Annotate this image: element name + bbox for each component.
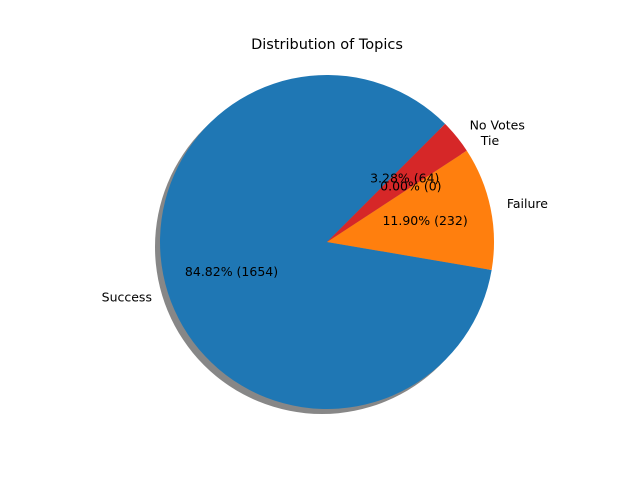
slice-percent-failure: 11.90% (232) bbox=[382, 213, 467, 228]
chart-title: Distribution of Topics bbox=[251, 37, 403, 53]
slice-label-success: Success bbox=[102, 289, 152, 304]
slice-percent-success: 84.82% (1654) bbox=[185, 264, 278, 279]
slice-label-tie: Tie bbox=[480, 133, 500, 148]
pie-label-layer: Success 84.82% (1654) Failure 11.90% (232) T… bbox=[102, 118, 549, 305]
slice-percent-no-votes: 3.28% (64) bbox=[370, 170, 439, 185]
slice-percent-tie: 0.00% (0) bbox=[380, 179, 441, 194]
pie-slice-failure bbox=[327, 150, 495, 270]
pie-slice-success bbox=[160, 75, 492, 409]
pie-slice-layer bbox=[160, 75, 495, 409]
slice-label-no-votes: No Votes bbox=[470, 118, 525, 133]
slice-label-failure: Failure bbox=[507, 196, 548, 211]
pie-slice-no-votes bbox=[327, 123, 467, 242]
